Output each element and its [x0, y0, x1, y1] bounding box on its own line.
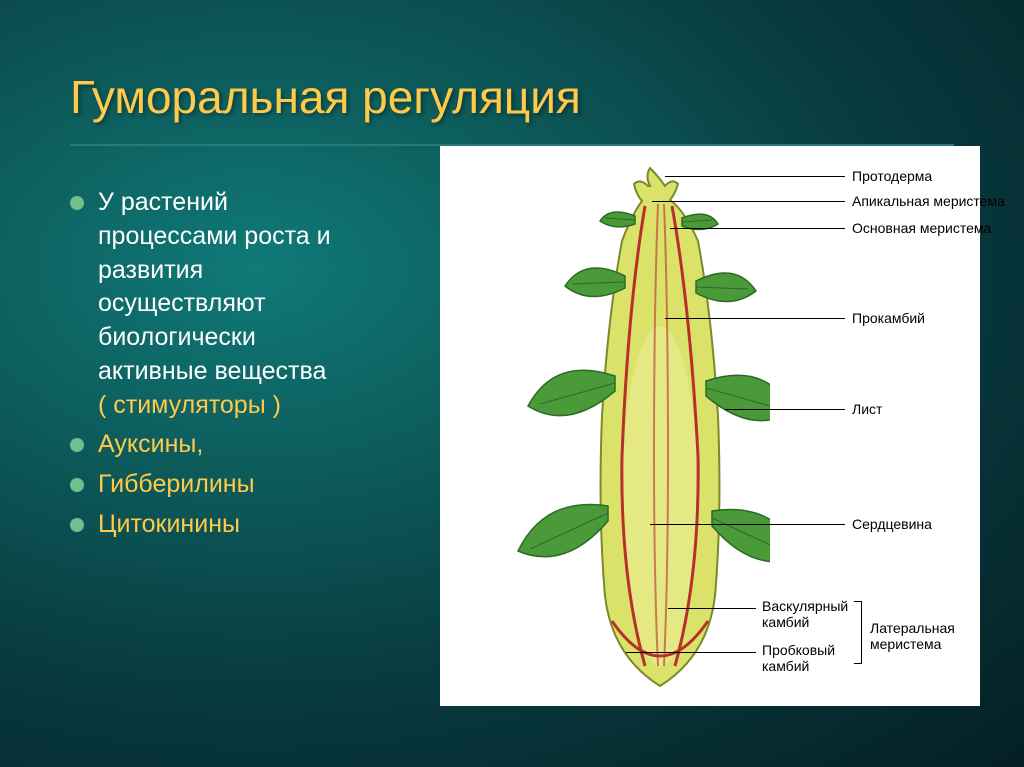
line: биологически [98, 323, 256, 351]
leader-line [725, 409, 845, 410]
line-highlight: ( стимуляторы ) [98, 391, 281, 419]
line: развития [98, 256, 203, 284]
leader-line [650, 524, 845, 525]
bullet-dot [70, 478, 84, 492]
slide: Гуморальная регуляция У растений процесс… [0, 0, 1024, 767]
leader-line [670, 228, 845, 229]
diagram-column: Протодерма Апикальная меристема Основная… [440, 176, 984, 548]
bullet-text: Цитокинины [98, 508, 240, 542]
leader-line [665, 318, 845, 319]
leader-line [665, 176, 845, 177]
bullet-dot [70, 196, 84, 210]
text-column: У растений процессами роста и развития о… [70, 176, 440, 548]
leader-line [668, 608, 756, 609]
bullet-text: У растений процессами роста и развития о… [98, 186, 331, 422]
leader-line [652, 201, 845, 202]
slide-title: Гуморальная регуляция [0, 0, 1024, 124]
bullet-4: Цитокинины [70, 508, 440, 542]
bracket-lateral-meristem [854, 601, 862, 664]
leader-line [626, 652, 756, 653]
label-vascular-cambium-1: Васкулярный [762, 598, 848, 614]
label-cork-cambium-2: камбий [762, 658, 809, 674]
label-leaf: Лист [852, 401, 882, 417]
line: активные вещества [98, 357, 326, 385]
bullet-3: Гибберилины [70, 468, 440, 502]
bullet-2: Ауксины, [70, 428, 440, 462]
label-vascular-cambium-2: камбий [762, 614, 809, 630]
label-apical-meristem: Апикальная меристема [852, 193, 1005, 209]
line: У растений [98, 188, 228, 216]
label-lateral-meristem-2: меристема [870, 636, 941, 652]
label-protoderm: Протодерма [852, 168, 932, 184]
bullet-text: Ауксины, [98, 428, 203, 462]
bullet-1: У растений процессами роста и развития о… [70, 186, 440, 422]
bullet-dot [70, 438, 84, 452]
content-area: У растений процессами роста и развития о… [0, 146, 1024, 548]
label-cork-cambium-1: Пробковый [762, 642, 835, 658]
plant-diagram: Протодерма Апикальная меристема Основная… [440, 146, 980, 706]
line: осуществляют [98, 289, 266, 317]
label-pith: Сердцевина [852, 516, 932, 532]
plant-illustration [450, 156, 770, 706]
label-lateral-meristem-1: Латеральная [870, 620, 955, 636]
line: процессами роста и [98, 222, 331, 250]
bullet-text: Гибберилины [98, 468, 255, 502]
bullet-dot [70, 518, 84, 532]
label-ground-meristem: Основная меристема [852, 220, 991, 236]
label-procambium: Прокамбий [852, 310, 925, 326]
